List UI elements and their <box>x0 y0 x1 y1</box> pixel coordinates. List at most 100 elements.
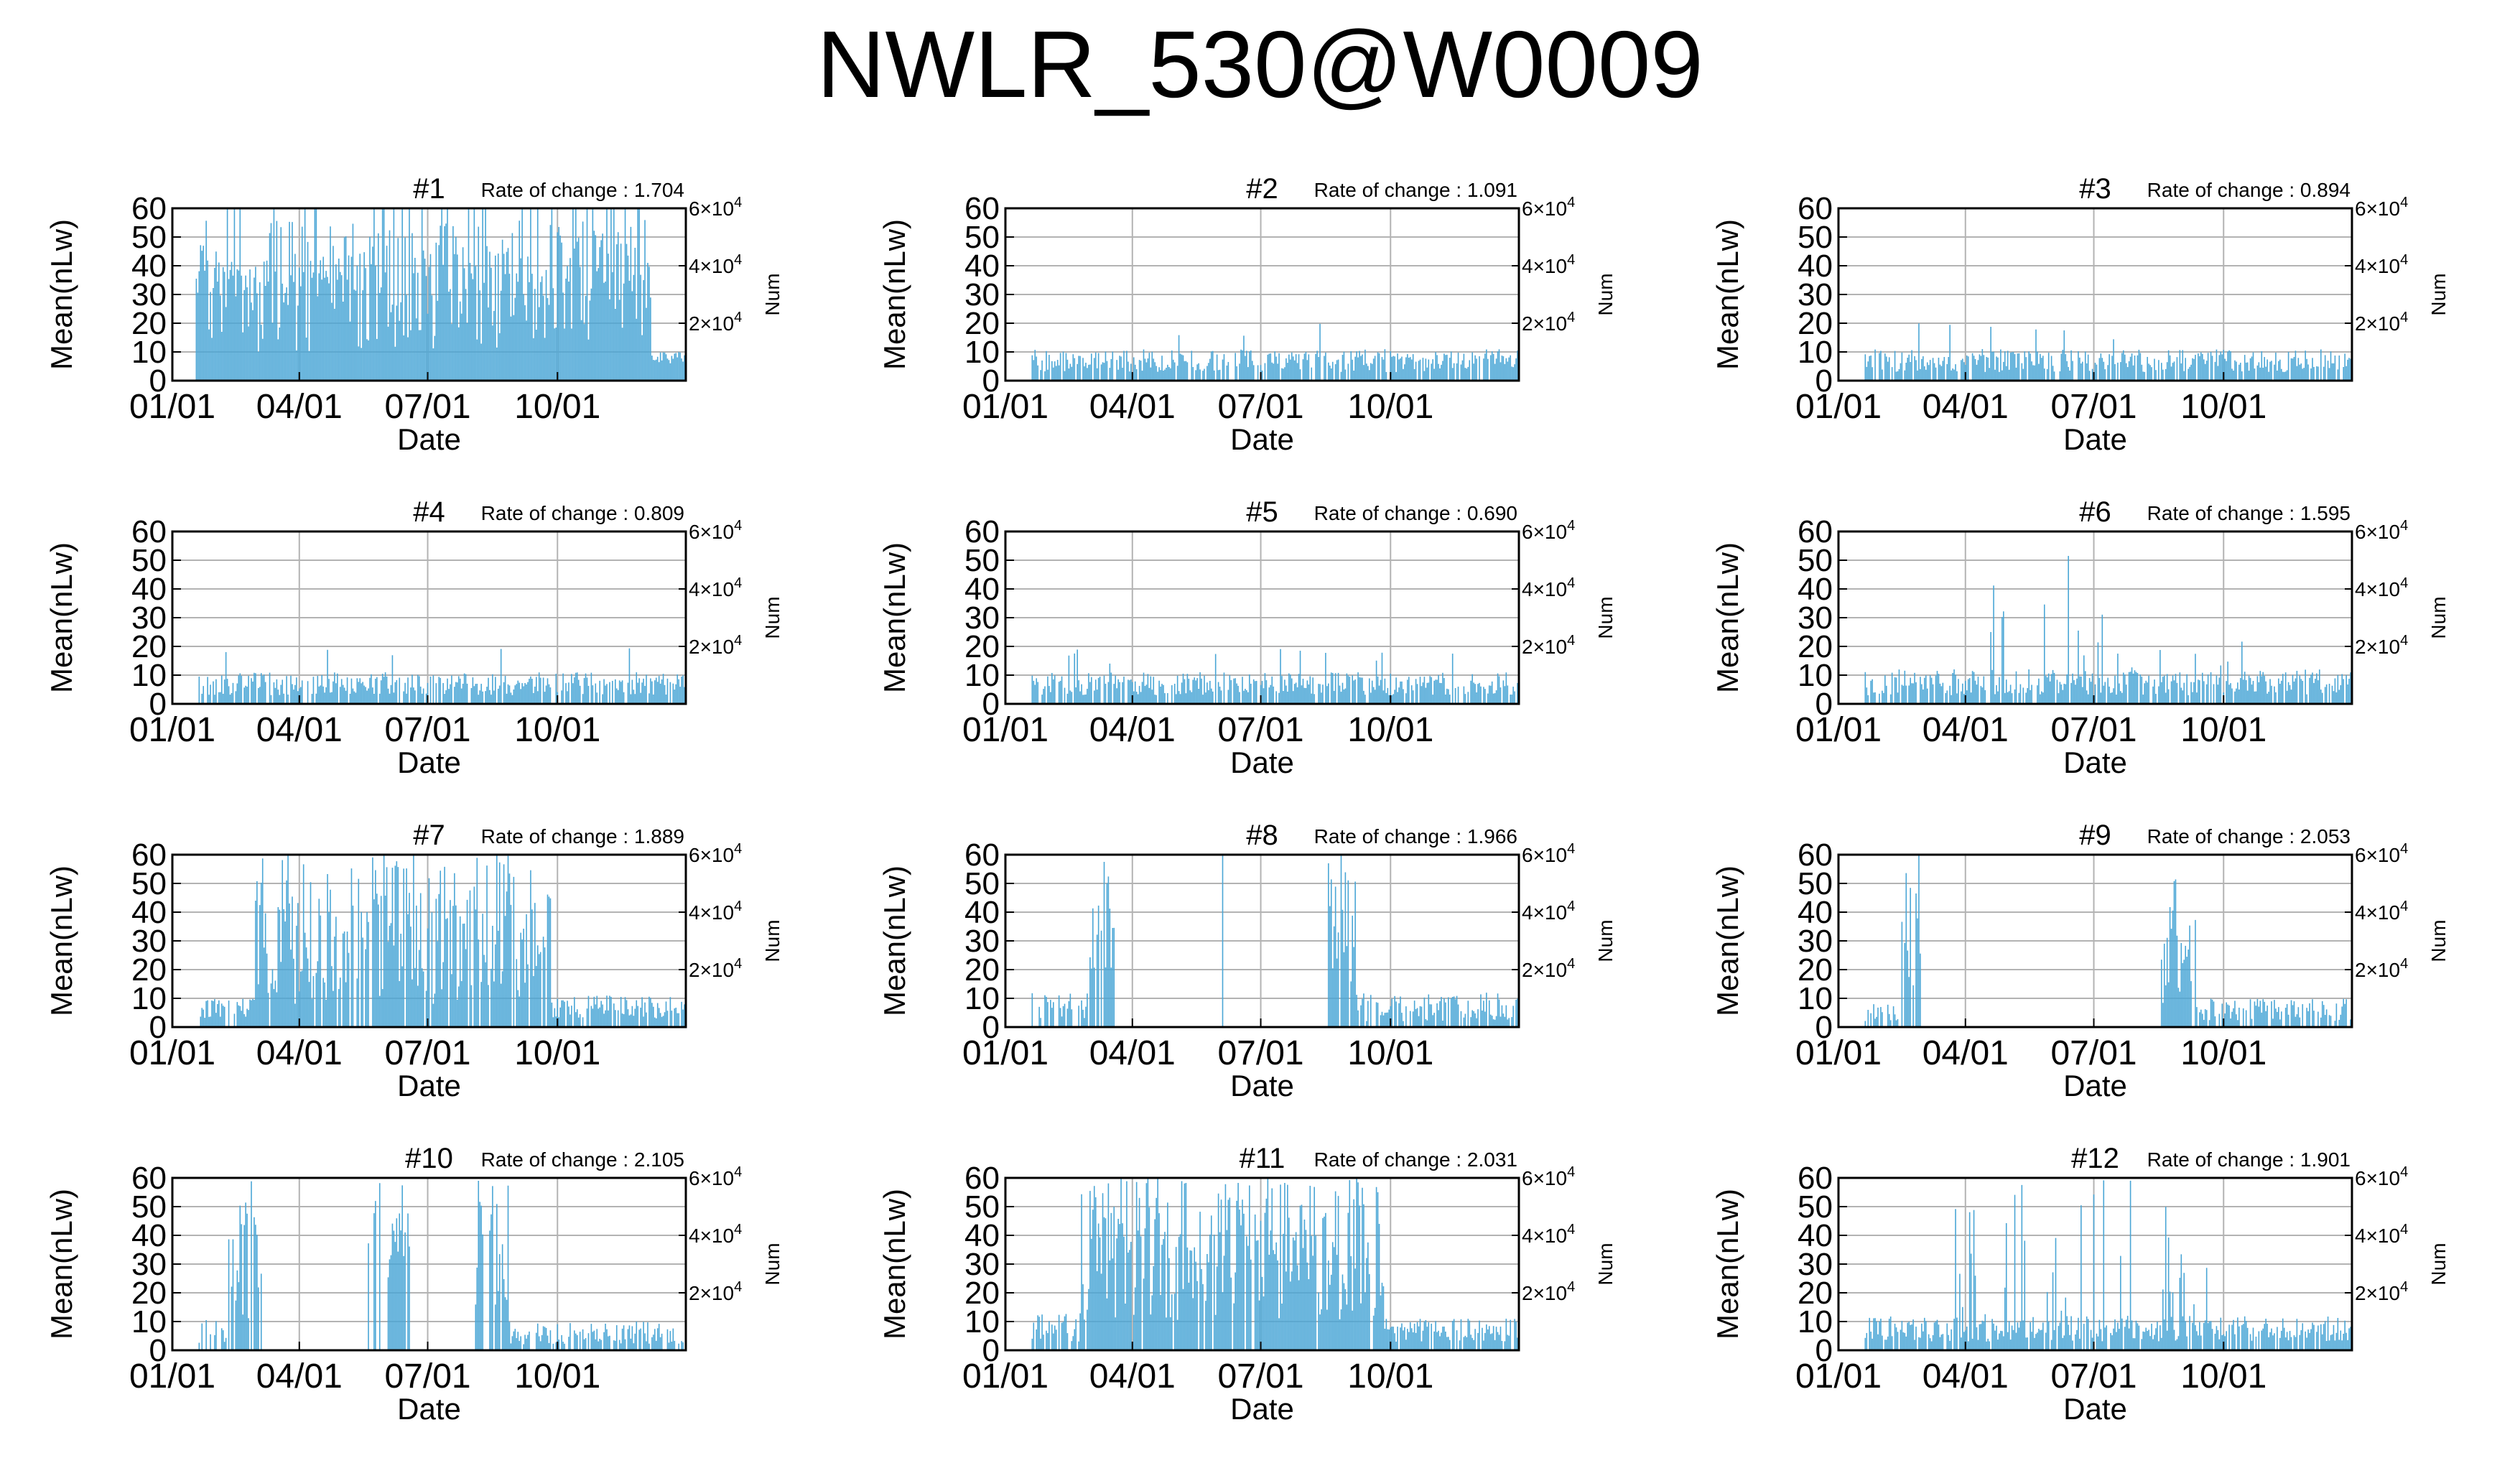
y-tick-label: 20 <box>131 306 167 341</box>
x-tick-label: 07/01 <box>384 388 470 426</box>
y-tick-label: 40 <box>1798 572 1833 607</box>
y-tick-label: 10 <box>1798 335 1833 370</box>
x-tick-label: 07/01 <box>1217 388 1303 426</box>
y2-tick-label: 4×104 <box>1522 575 1575 600</box>
y2-tick-label: 4×104 <box>2355 252 2408 277</box>
x-axis-label: Date <box>397 1392 461 1426</box>
y-axis-label: Mean(nLw) <box>1711 219 1744 370</box>
y-tick-label: 30 <box>1798 277 1833 312</box>
y-axis-label: Mean(nLw) <box>45 542 78 693</box>
y-tick-label: 0 <box>1815 687 1833 722</box>
x-tick-label: 07/01 <box>1217 1357 1303 1396</box>
y2-tick-label: 4×104 <box>2355 899 2408 924</box>
y-tick-label: 0 <box>149 363 167 399</box>
y-tick-label: 60 <box>964 1161 1000 1196</box>
y-tick-label: 50 <box>964 220 1000 255</box>
x-tick-label: 04/01 <box>1922 711 2009 749</box>
x-tick-label: 01/01 <box>962 1357 1049 1396</box>
y-tick-label: 60 <box>131 191 167 226</box>
y-tick-label: 20 <box>1798 1276 1833 1311</box>
y2-tick-label: 6×104 <box>689 518 742 543</box>
y-tick-label: 10 <box>1798 658 1833 693</box>
x-tick-label: 04/01 <box>256 1357 343 1396</box>
y-tick-label: 60 <box>964 837 1000 873</box>
y-tick-label: 0 <box>149 1010 167 1045</box>
y-tick-label: 0 <box>982 1010 1000 1045</box>
x-tick-label: 04/01 <box>256 388 343 426</box>
chart-panel: 0 10 20 30 40 50 60 01/01 04/01 07/01 10/01 2×104 4×… <box>0 804 819 1135</box>
y2-tick-label: 2×104 <box>1522 310 1575 335</box>
y2-tick-label: 2×104 <box>689 633 742 658</box>
x-tick-label: 10/01 <box>1347 1034 1433 1072</box>
x-tick-label: 04/01 <box>1922 388 2009 426</box>
y2-tick-label: 4×104 <box>1522 1222 1575 1247</box>
y-tick-label: 40 <box>964 572 1000 607</box>
y-tick-label: 50 <box>1798 1189 1833 1225</box>
y-tick-label: 40 <box>131 572 167 607</box>
y-tick-label: 0 <box>1815 363 1833 399</box>
chart-panel: 0 10 20 30 40 50 60 01/01 04/01 07/01 10/01 2×104 4×… <box>833 804 1652 1135</box>
y-tick-label: 60 <box>1798 191 1833 226</box>
panel-title: #3 <box>2079 173 2111 205</box>
y2-tick-label: 4×104 <box>689 899 742 924</box>
chart-panel: 0 10 20 30 40 50 60 01/01 04/01 07/01 10/01 2×104 4×… <box>0 1128 819 1458</box>
y2-tick-label: 6×104 <box>2355 518 2408 543</box>
y-tick-label: 20 <box>131 952 167 988</box>
y-axis-label: Mean(nLw) <box>878 865 911 1016</box>
rate-of-change-label: Rate of change : 1.889 <box>481 825 684 848</box>
panel-title: #4 <box>413 496 445 528</box>
y-tick-label: 0 <box>149 1333 167 1368</box>
y-tick-label: 20 <box>964 306 1000 341</box>
x-tick-label: 04/01 <box>256 1034 343 1072</box>
y2-tick-label: 4×104 <box>1522 899 1575 924</box>
panel-title: #12 <box>2071 1143 2119 1174</box>
y2-tick-label: 6×104 <box>689 195 742 220</box>
y-tick-label: 50 <box>964 543 1000 578</box>
y2-tick-label: 4×104 <box>689 252 742 277</box>
x-tick-label: 10/01 <box>514 711 600 749</box>
y-tick-label: 10 <box>131 1304 167 1339</box>
y-axis-label: Mean(nLw) <box>878 542 911 693</box>
y-tick-label: 10 <box>964 981 1000 1016</box>
y2-axis-label: Num <box>1594 1243 1617 1285</box>
x-tick-label: 01/01 <box>1795 1034 1882 1072</box>
y-tick-label: 50 <box>131 543 167 578</box>
y-tick-label: 40 <box>131 1218 167 1253</box>
y-tick-label: 20 <box>964 952 1000 988</box>
x-axis-label: Date <box>1230 1392 1294 1426</box>
x-tick-label: 07/01 <box>384 1357 470 1396</box>
rate-of-change-label: Rate of change : 1.091 <box>1314 179 1517 201</box>
x-tick-label: 01/01 <box>129 1357 215 1396</box>
y-tick-label: 50 <box>964 866 1000 901</box>
x-tick-label: 10/01 <box>1347 388 1433 426</box>
x-tick-label: 01/01 <box>1795 388 1882 426</box>
rate-of-change-label: Rate of change : 2.053 <box>2147 825 2351 848</box>
y-tick-label: 50 <box>1798 543 1833 578</box>
rate-of-change-label: Rate of change : 2.105 <box>481 1148 684 1171</box>
y-tick-label: 30 <box>964 1247 1000 1282</box>
y-axis-label: Mean(nLw) <box>1711 865 1744 1016</box>
y-tick-label: 10 <box>1798 981 1833 1016</box>
y2-axis-label: Num <box>1594 273 1617 315</box>
y-tick-label: 60 <box>1798 1161 1833 1196</box>
y-tick-label: 50 <box>1798 220 1833 255</box>
y-tick-label: 50 <box>131 220 167 255</box>
y-tick-label: 60 <box>964 514 1000 549</box>
y-tick-label: 60 <box>964 191 1000 226</box>
y-tick-label: 30 <box>964 924 1000 959</box>
x-axis-label: Date <box>1230 422 1294 456</box>
y-tick-label: 30 <box>131 600 167 636</box>
y2-axis-label: Num <box>1594 596 1617 639</box>
x-tick-label: 04/01 <box>1089 1357 1176 1396</box>
y2-tick-label: 2×104 <box>689 310 742 335</box>
rate-of-change-label: Rate of change : 1.901 <box>2147 1148 2351 1171</box>
y-tick-label: 60 <box>131 514 167 549</box>
y-tick-label: 10 <box>131 981 167 1016</box>
